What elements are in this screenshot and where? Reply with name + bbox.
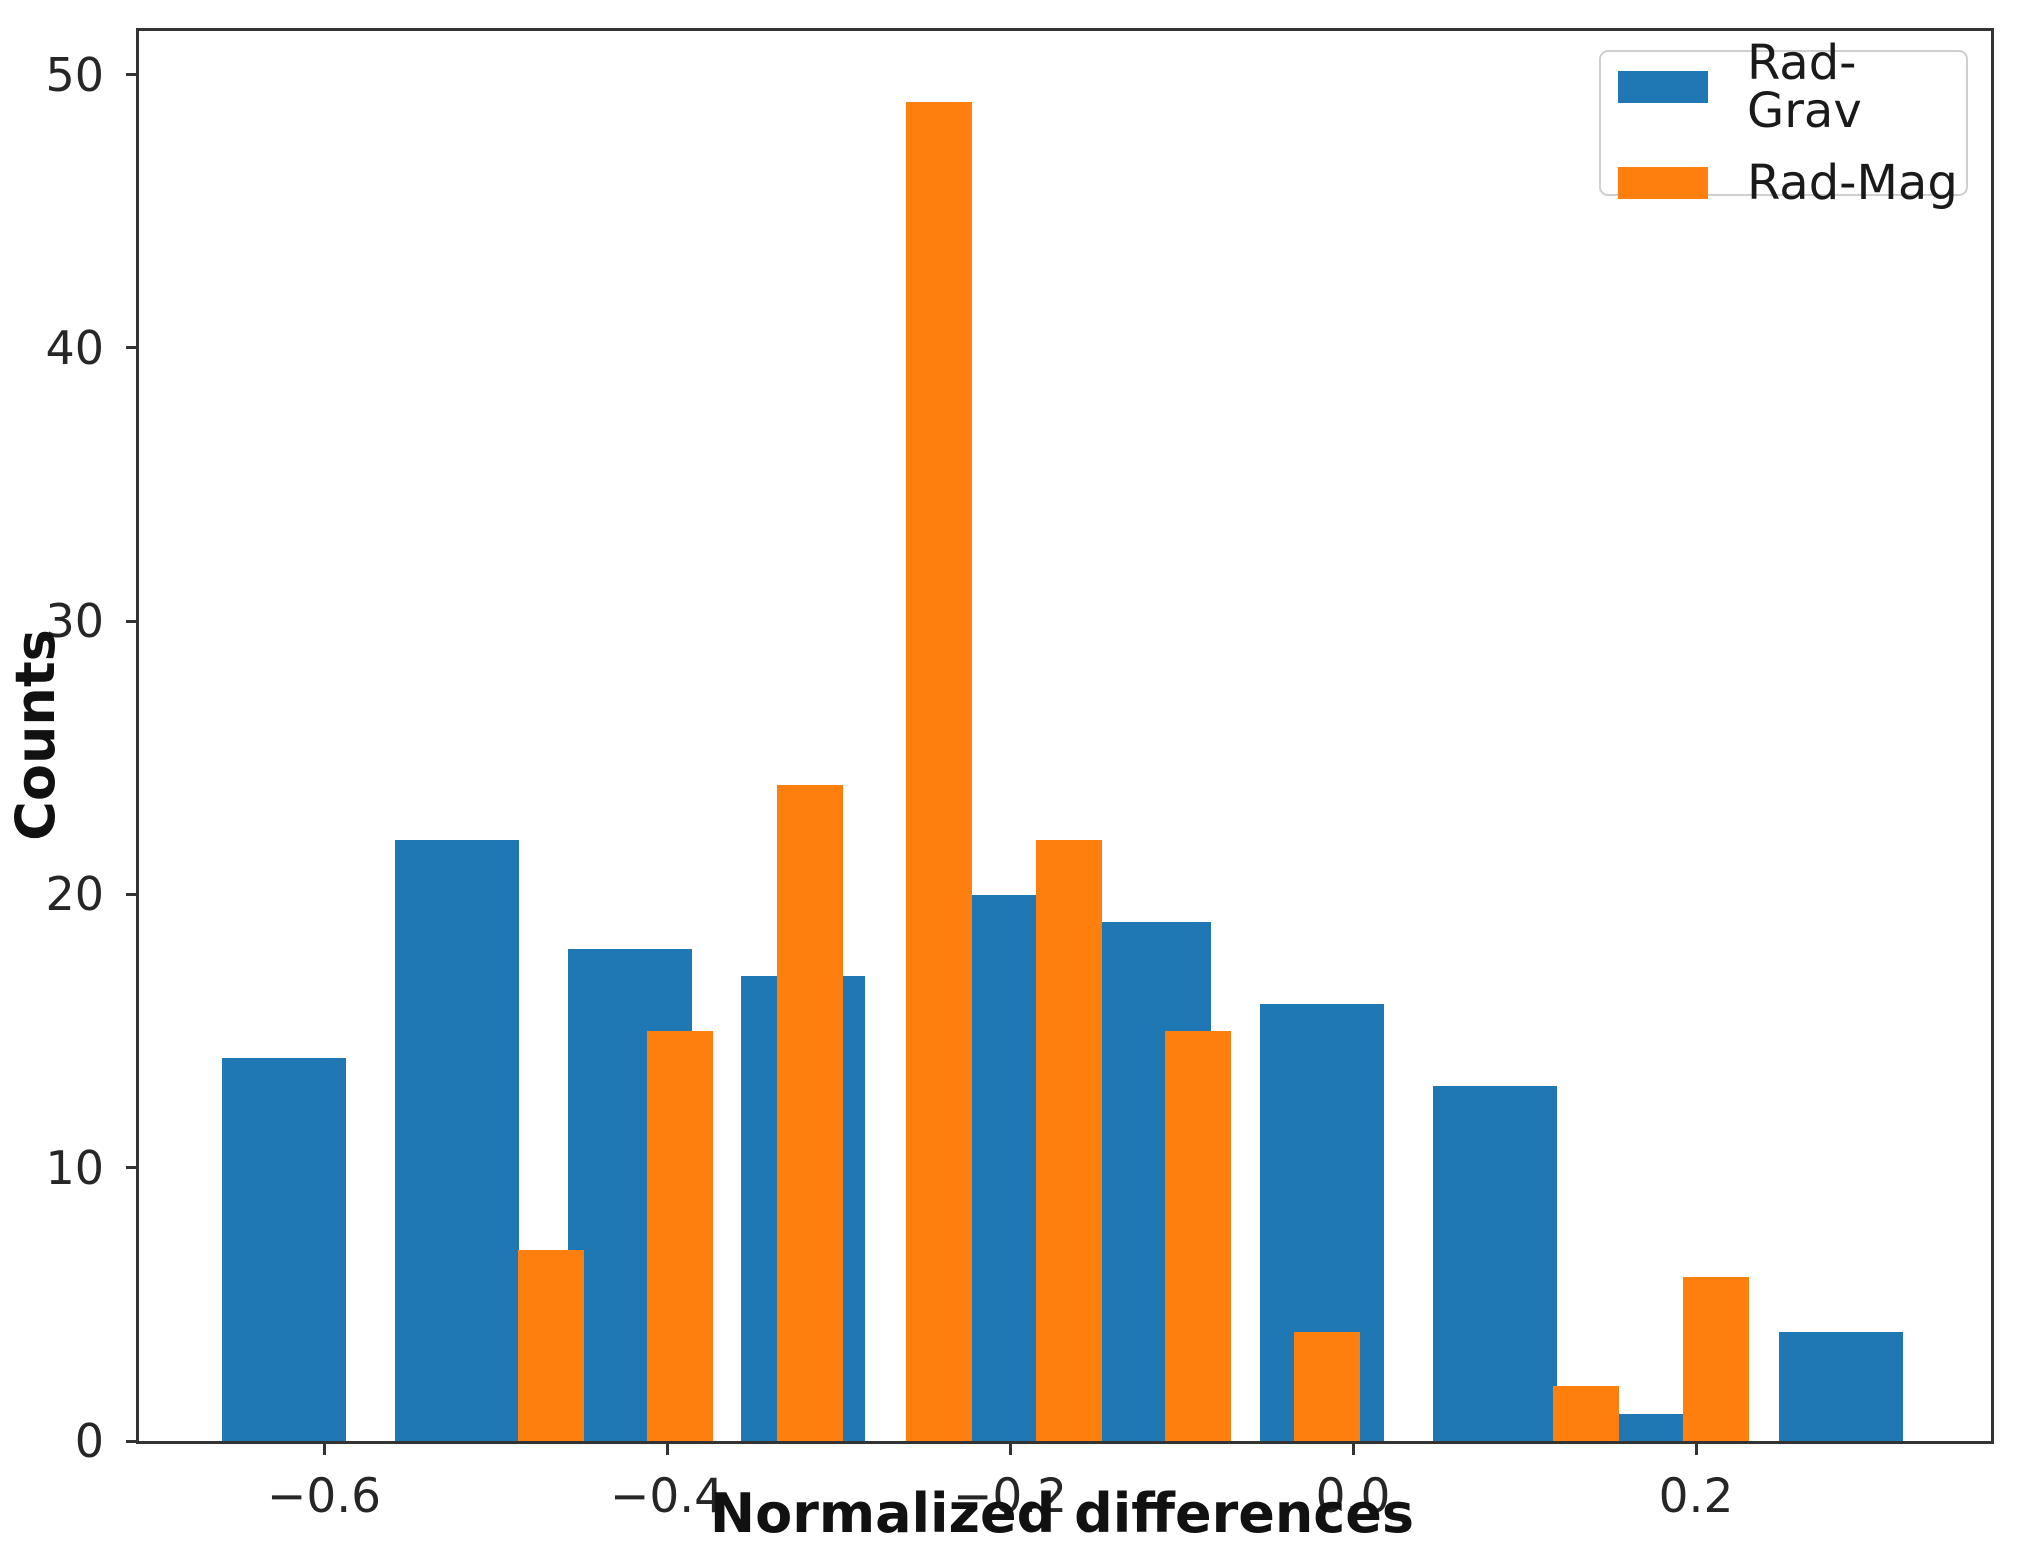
bar-rad-mag (776, 785, 843, 1441)
legend-item-rad-mag: Rad-Mag (1618, 159, 1966, 207)
x-tick-label: 0.2 (1658, 1469, 1734, 1524)
bar-rad-grav (1433, 1085, 1558, 1441)
bar-rad-mag (517, 1249, 584, 1441)
bar-rad-grav (222, 1058, 347, 1441)
x-tick-mark (322, 1441, 326, 1455)
y-tick-label: 40 (45, 320, 104, 375)
x-tick-label: −0.4 (609, 1469, 725, 1524)
legend-label-rad-grav: Rad-Grav (1747, 35, 1862, 139)
bar-rad-mag (1553, 1386, 1620, 1441)
x-tick-mark (1008, 1441, 1012, 1455)
plot-area: −0.6 −0.4 −0.2 0.0 0.2 0 10 20 30 40 50 (45, 28, 1994, 1520)
bar-rad-grav (395, 839, 520, 1441)
bar-rad-mag (647, 1031, 714, 1441)
y-tick-label: 20 (45, 867, 104, 922)
x-tick-label: −0.6 (266, 1469, 382, 1524)
x-axis-label: Normalized differences (709, 1482, 1415, 1545)
y-tick-mark (126, 619, 139, 623)
x-tick-mark (665, 1441, 669, 1455)
y-tick-label: 50 (45, 47, 104, 102)
x-tick-mark (1351, 1441, 1355, 1455)
bar-rad-mag (1035, 839, 1102, 1441)
legend-swatch-rad-mag-icon (1618, 167, 1708, 199)
x-tick-label: −0.2 (952, 1469, 1068, 1524)
bar-rad-mag (1294, 1331, 1361, 1441)
y-axis-label: Counts (4, 629, 67, 841)
y-tick-label: 30 (45, 594, 104, 649)
legend-label-rad-mag: Rad-Mag (1747, 155, 1958, 211)
bars-layer (139, 31, 1991, 1441)
y-tick-mark (126, 1439, 139, 1443)
legend: Rad-Grav Rad-Mag (1599, 39, 1968, 207)
bar-rad-mag (906, 102, 973, 1441)
x-tick-mark (1694, 1441, 1698, 1455)
y-tick-mark (126, 346, 139, 350)
legend-item-rad-grav: Rad-Grav (1618, 39, 1966, 135)
axis-ticks-layer: −0.6 −0.4 −0.2 0.0 0.2 0 10 20 30 40 50 (45, 31, 1991, 1520)
bar-rad-grav (1778, 1331, 1903, 1441)
y-tick-label: 0 (74, 1414, 104, 1468)
x-tick-label: 0.0 (1315, 1469, 1391, 1524)
y-tick-label: 10 (45, 1140, 104, 1195)
y-tick-mark (126, 1166, 139, 1170)
legend-swatch-rad-grav-icon (1618, 71, 1708, 103)
bar-rad-mag (1682, 1277, 1749, 1441)
y-tick-mark (126, 73, 139, 77)
y-tick-mark (126, 892, 139, 896)
bar-rad-mag (1164, 1031, 1231, 1441)
